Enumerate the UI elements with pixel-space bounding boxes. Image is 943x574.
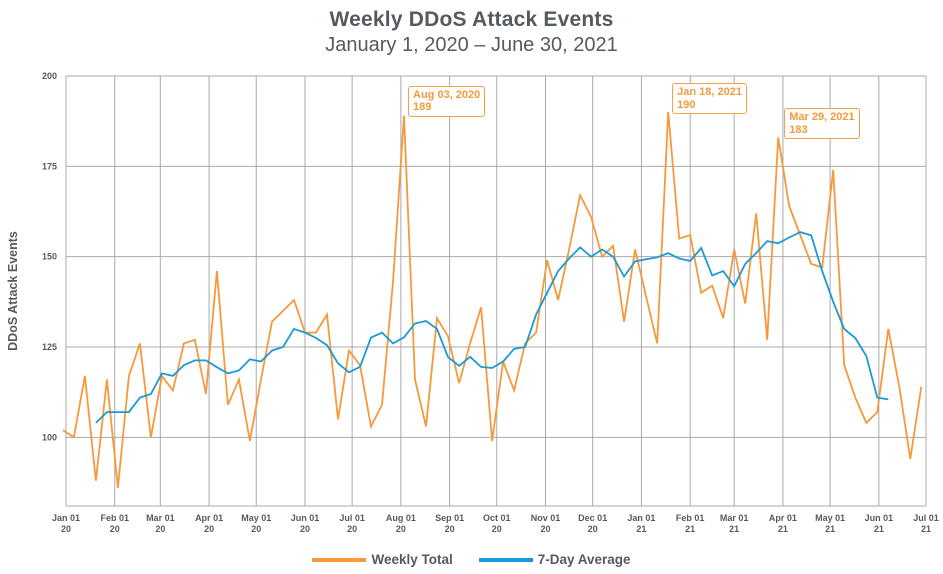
legend: Weekly Total 7-Day Average [0, 552, 943, 567]
x-tick-label: Nov 01 20 [531, 513, 561, 534]
legend-swatch-weekly-total [312, 557, 367, 562]
x-axis-ticks: Jan 01 20 Feb 01 20 Mar 01 20 Apr 01 20 May 01 20… [52, 513, 939, 534]
x-tick-label: Jan 01 20 [52, 513, 80, 534]
x-tick-label: May 01 20 [241, 513, 271, 534]
chart-title: Weekly DDoS Attack Events [329, 8, 614, 31]
x-tick-label: Feb 01 20 [100, 513, 129, 534]
x-tick-label: Mar 01 21 [720, 513, 749, 534]
y-tick-label: 100 [42, 432, 57, 442]
x-tick-label: Jul 01 21 [913, 513, 939, 534]
annotation-box: Mar 29, 2021 183 [784, 108, 860, 140]
x-tick-label: Oct 01 20 [483, 513, 511, 534]
y-tick-label: 125 [42, 342, 57, 352]
annotation-date: Jan 18, 2021 [677, 86, 742, 99]
y-tick-label: 200 [42, 71, 57, 81]
annotation-date: Aug 03, 2020 [413, 88, 481, 101]
legend-item-weekly-total[interactable]: Weekly Total [312, 552, 453, 567]
y-tick-label: 175 [42, 161, 57, 171]
x-tick-label: Jul 01 20 [339, 513, 365, 534]
annotation-value: 190 [677, 98, 696, 111]
legend-label-7-day-average: 7-Day Average [537, 552, 631, 567]
annotation-value: 183 [789, 123, 808, 136]
x-tick-label: Aug 01 20 [386, 513, 416, 534]
y-axis-label: DDoS Attack Events [6, 231, 20, 351]
annotation-date: Mar 29, 2021 [789, 111, 855, 124]
series-line-7-day-average [95, 231, 889, 424]
chart-subtitle: January 1, 2020 – June 30, 2021 [325, 34, 618, 56]
grid-lines [65, 75, 927, 507]
legend-swatch-7-day-average [478, 557, 533, 562]
series-line-weekly-total [62, 112, 923, 488]
annotation-box: Jan 18, 2021 190 [672, 83, 747, 115]
x-tick-label: Sep 01 20 [435, 513, 464, 534]
legend-label-weekly-total: Weekly Total [371, 552, 453, 567]
annotation-box: Aug 03, 2020 189 [408, 85, 486, 117]
annotation-value: 189 [413, 101, 432, 114]
x-tick-label: Jun 01 21 [865, 513, 894, 534]
x-tick-label: May 01 21 [815, 513, 845, 534]
x-tick-label: Dec 01 20 [578, 513, 607, 534]
x-tick-label: Jan 01 21 [627, 513, 655, 534]
y-tick-label: 150 [42, 252, 57, 262]
x-tick-label: Jun 01 20 [291, 513, 320, 534]
x-tick-label: Mar 01 20 [146, 513, 175, 534]
x-tick-label: Apr 01 21 [769, 513, 797, 534]
series-lines [62, 112, 923, 488]
x-tick-label: Apr 01 20 [195, 513, 223, 534]
y-axis-ticks: 100 125 150 175 200 [42, 71, 57, 442]
x-tick-label: Feb 01 21 [676, 513, 705, 534]
legend-item-7-day-average[interactable]: 7-Day Average [478, 552, 631, 567]
